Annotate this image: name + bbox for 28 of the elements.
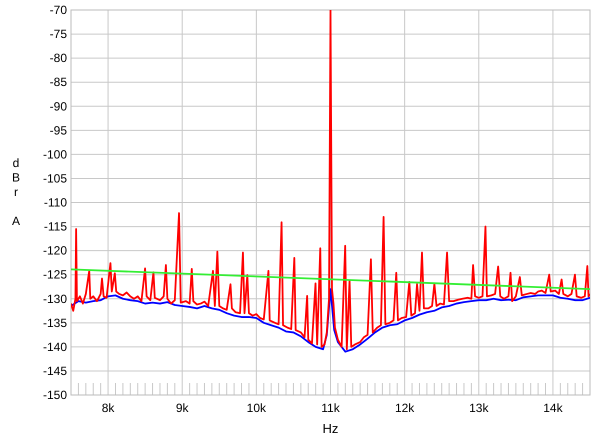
y-tick-label: -110 — [44, 196, 68, 210]
x-tick-label: 8k — [102, 401, 116, 415]
text: dBr A — [12, 156, 20, 228]
y-tick-label: -150 — [42, 388, 68, 402]
y-tick-label: -75 — [50, 27, 68, 42]
x-tick-label: 13k — [469, 401, 490, 415]
y-tick-label: -100 — [42, 147, 68, 162]
line-series — [71, 288, 590, 353]
y-tick-label: -85 — [50, 75, 68, 90]
x-tick-label: 10k — [246, 401, 268, 415]
y-tick-label: -70 — [50, 3, 68, 17]
line-series — [71, 10, 590, 350]
x-tick-label: 12k — [394, 401, 416, 415]
x-tick-label: 11k — [321, 401, 341, 415]
y-tick-label: -130 — [42, 292, 68, 306]
y-tick-label: -135 — [42, 316, 68, 330]
y-tick-label: -80 — [50, 51, 68, 66]
y-tick-label: -125 — [42, 268, 68, 282]
y-tick-label: -140 — [42, 340, 68, 354]
y-tick-label: -115 — [44, 220, 68, 234]
y-tick-label: -105 — [42, 171, 68, 186]
y-tick-label: -90 — [50, 99, 68, 114]
x-tick-label: 9k — [176, 401, 190, 415]
x-tick-label: 14k — [543, 401, 564, 415]
y-tick-label: -145 — [42, 364, 68, 378]
y-tick-label: -120 — [42, 244, 68, 258]
y-tick-label: -95 — [50, 123, 68, 138]
x-axis-title: Hz — [322, 421, 338, 436]
